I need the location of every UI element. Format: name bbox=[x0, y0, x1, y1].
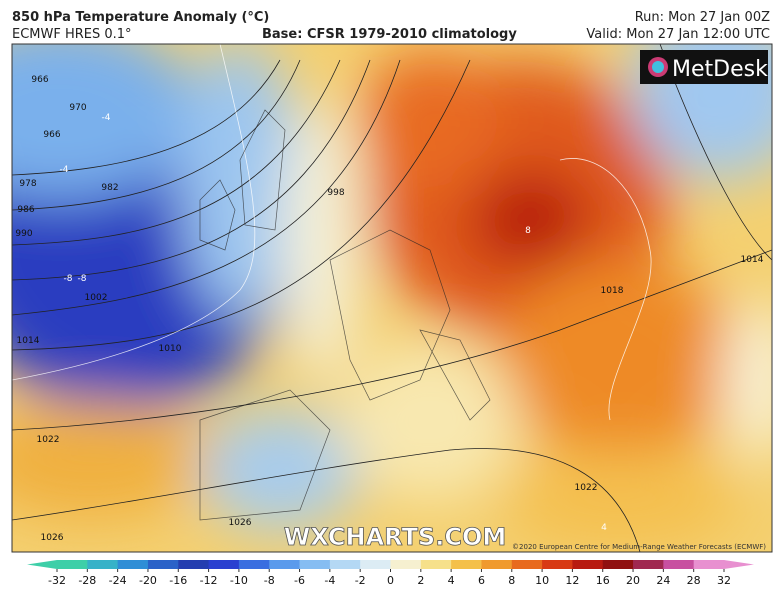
colorbar-bin bbox=[299, 560, 331, 569]
isobar-label: 1022 bbox=[37, 435, 60, 445]
colorbar-label: 16 bbox=[596, 574, 610, 587]
colorbar-bin bbox=[693, 560, 725, 569]
run: Run: Mon 27 Jan 00Z bbox=[635, 10, 770, 25]
colorbar-bin bbox=[178, 560, 210, 569]
isobar-label: 982 bbox=[101, 183, 118, 193]
isobar-label: 1014 bbox=[17, 336, 40, 346]
colorbar-bin bbox=[420, 560, 452, 569]
colorbar-bin bbox=[511, 560, 543, 569]
watermark: WXCHARTS.COM bbox=[284, 523, 506, 551]
colorbar-bin bbox=[329, 560, 361, 569]
colorbar-bin bbox=[87, 560, 119, 569]
colorbar-label: -6 bbox=[294, 574, 305, 587]
colorbar-label: -8 bbox=[264, 574, 275, 587]
isobar-label: 1002 bbox=[85, 293, 108, 303]
isobar-label: 978 bbox=[19, 179, 36, 189]
colorbar-bin bbox=[663, 560, 695, 569]
map-frame bbox=[11, 43, 773, 553]
base: Base: CFSR 1979-2010 climatology bbox=[262, 27, 517, 42]
colorbar-bin bbox=[208, 560, 240, 569]
colorbar-bin bbox=[57, 560, 88, 569]
isobar-label: 998 bbox=[327, 188, 344, 198]
colorbar-label: -28 bbox=[78, 574, 96, 587]
colorbar-label: 2 bbox=[417, 574, 424, 587]
model: ECMWF HRES 0.1° bbox=[12, 27, 132, 42]
colorbar-bin bbox=[238, 560, 270, 569]
colorbar-bin bbox=[572, 560, 604, 569]
colorbar-label: -32 bbox=[48, 574, 66, 587]
colorbar-label: -10 bbox=[230, 574, 248, 587]
anomaly-label: 8 bbox=[525, 226, 531, 236]
valid: Valid: Mon 27 Jan 12:00 UTC bbox=[586, 27, 770, 42]
colorbar-label: 32 bbox=[717, 574, 731, 587]
colorbar-bin bbox=[451, 560, 482, 569]
colorbar-bin bbox=[269, 560, 301, 569]
colorbar-bin bbox=[481, 560, 513, 569]
colorbar-end bbox=[724, 560, 754, 569]
colorbar-bin bbox=[390, 560, 422, 569]
colorbar-label: -16 bbox=[169, 574, 187, 587]
colorbar-label: 10 bbox=[535, 574, 549, 587]
anomaly-label: 4 bbox=[601, 523, 607, 533]
map: MetDesk WXCHARTS.COM ©2020 European Cent… bbox=[12, 44, 772, 552]
title: 850 hPa Temperature Anomaly (°C) bbox=[12, 10, 269, 25]
colorbar-label: 20 bbox=[626, 574, 640, 587]
colorbar-label: -12 bbox=[200, 574, 218, 587]
colorbar-bin bbox=[360, 560, 391, 569]
copyright: ©2020 European Centre for Medium-Range W… bbox=[512, 543, 766, 551]
colorbar-label: 12 bbox=[565, 574, 579, 587]
colorbar-bin bbox=[633, 560, 664, 569]
isobar-label: 986 bbox=[17, 205, 34, 215]
isobar-label: 1022 bbox=[575, 483, 598, 493]
isobar-label: 990 bbox=[15, 229, 32, 239]
colorbar-label: 6 bbox=[478, 574, 485, 587]
colorbar-bin bbox=[542, 560, 573, 569]
anomaly-label: -8 bbox=[64, 274, 73, 284]
colorbar-label: 24 bbox=[656, 574, 670, 587]
colorbar-label: -24 bbox=[109, 574, 127, 587]
anomaly-label: -4 bbox=[102, 113, 111, 123]
colorbar-label: -2 bbox=[355, 574, 366, 587]
colorbar-bin bbox=[117, 560, 149, 569]
isobar-label: 966 bbox=[31, 75, 48, 85]
anomaly-label: -4 bbox=[60, 165, 69, 175]
isobar-label: 1014 bbox=[741, 255, 764, 265]
colorbar-label: 28 bbox=[687, 574, 701, 587]
colorbar: -32 -28 -24 -20 -16 -12 -10 -8 -6 -4 -2 0 2 4 6 8 10 12 16… bbox=[27, 560, 754, 587]
isobar-label: 1026 bbox=[229, 518, 252, 528]
colorbar-label: 0 bbox=[387, 574, 394, 587]
isobar-label: 1018 bbox=[601, 286, 624, 296]
colorbar-label: -20 bbox=[139, 574, 157, 587]
colorbar-bin bbox=[602, 560, 634, 569]
colorbar-label: 4 bbox=[448, 574, 455, 587]
anomaly-label: -8 bbox=[78, 274, 87, 284]
isobar-label: 1010 bbox=[159, 344, 182, 354]
isobar-label: 966 bbox=[43, 130, 60, 140]
colorbar-bin bbox=[147, 560, 179, 569]
isobar-label: 970 bbox=[69, 103, 86, 113]
colorbar-label: -4 bbox=[324, 574, 335, 587]
isobar-label: 1026 bbox=[41, 533, 64, 543]
colorbar-label: 8 bbox=[508, 574, 515, 587]
logo: MetDesk bbox=[672, 57, 768, 82]
colorbar-end bbox=[27, 560, 57, 569]
